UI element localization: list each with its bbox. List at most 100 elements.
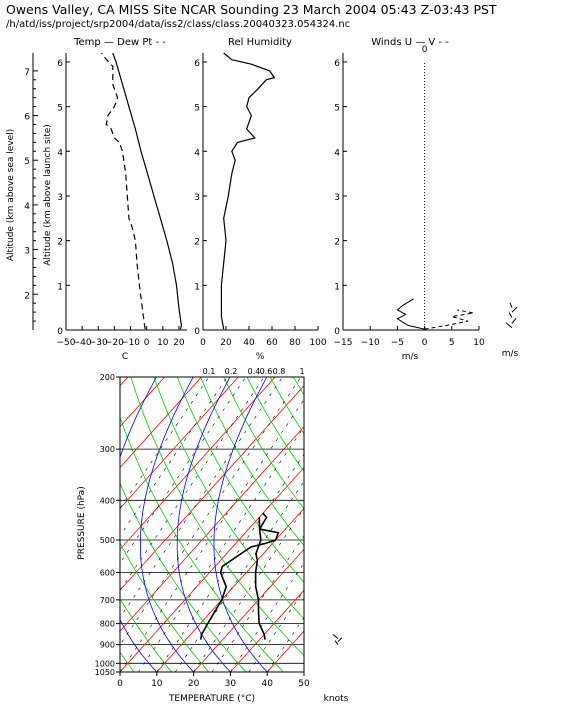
- temp-y-tick-label: 4: [57, 148, 63, 158]
- isotherm-line: [120, 466, 304, 672]
- dry-adiabat-line: [200, 377, 304, 547]
- wind-y-tick-label: 1: [334, 282, 340, 292]
- pressure-tick-label: 800: [100, 620, 115, 629]
- wind-x-tick-label: 5: [449, 338, 455, 348]
- wind-y-tick-label: 2: [334, 238, 340, 248]
- skewt-wind-barb: [334, 640, 339, 645]
- dry-adiabat-line: [130, 377, 304, 657]
- skewt-x-label: TEMPERATURE (°C): [168, 694, 255, 704]
- isotherm-line: [120, 426, 304, 632]
- wind-y-tick-label: 5: [334, 104, 340, 114]
- dry-adiabat-line: [120, 416, 284, 672]
- wind-x-tick-label: 0: [422, 338, 428, 348]
- rh-y-tick-label: 6: [194, 59, 200, 69]
- dry-adiabat-line: [120, 482, 247, 672]
- rh-x-tick-label: 0: [200, 338, 206, 348]
- rh-y-tick-label: 0: [194, 327, 200, 337]
- isotherm-line: [120, 377, 276, 550]
- pressure-tick-label: 600: [100, 568, 115, 577]
- skewt-y-label: PRESSURE (hPa): [77, 486, 87, 559]
- isotherm-line: [120, 385, 304, 591]
- rh-profile-line: [220, 52, 276, 330]
- skewt-wind-barb: [337, 637, 343, 642]
- mixing-ratio-line: [120, 377, 265, 591]
- dry-adiabat-line: [176, 377, 304, 583]
- asl-tick-label: 7: [24, 68, 30, 78]
- wind-x-label: m/s: [402, 352, 419, 362]
- pressure-tick-label: 300: [100, 445, 115, 454]
- mixing-ratio-label: 0.1: [203, 367, 216, 376]
- wind-y-tick-label: 6: [334, 59, 340, 69]
- dry-adiabat-line: [223, 377, 304, 510]
- pressure-tick-label: 1050: [95, 668, 115, 677]
- wind-barb: [511, 306, 518, 313]
- isotherm-line: [193, 548, 304, 672]
- wind-u-line: [396, 298, 425, 330]
- mixing-ratio-line: [193, 508, 304, 672]
- temp-x-tick-label: 20: [173, 338, 185, 348]
- asl-axis-label: Altitude (km above sea level): [6, 129, 16, 261]
- mixing-ratio-line: [266, 616, 304, 672]
- wind-x-tick-label: 10: [473, 338, 485, 348]
- rh-y-tick-label: 2: [194, 238, 200, 248]
- mixing-ratio-label: 0.6: [260, 367, 273, 376]
- temperature-profile-line: [112, 52, 183, 330]
- dewpoint-profile-line: [101, 52, 146, 330]
- mixing-ratio-line: [248, 589, 304, 672]
- skewt-temp-tick-label: 20: [188, 679, 200, 689]
- skewt-wind-barb: [332, 634, 339, 639]
- rh-x-tick-label: 20: [220, 338, 232, 348]
- isotherm-line: [303, 671, 304, 672]
- wind-v-line: [424, 309, 474, 330]
- pressure-tick-label: 700: [100, 596, 115, 605]
- isotherm-line: [120, 377, 202, 469]
- wind-barb: [508, 312, 513, 318]
- wind-x-tick-label: −5: [391, 338, 404, 348]
- pressure-tick-label: 1000: [95, 659, 115, 668]
- moist-adiabat-line: [30, 377, 83, 672]
- rh-y-tick-label: 5: [194, 104, 200, 114]
- skewt-temp-tick-label: 0: [117, 679, 123, 689]
- asl-tick-label: 5: [24, 157, 30, 167]
- skewt-temp-tick-label: 40: [261, 679, 273, 689]
- dry-adiabat-line: [269, 377, 304, 435]
- pressure-tick-label: 500: [100, 536, 115, 545]
- temp-y-tick-label: 3: [57, 193, 63, 203]
- wind-x-tick-label: −15: [334, 338, 353, 348]
- dry-adiabat-line: [120, 651, 135, 672]
- mixing-ratio-label: 1: [299, 367, 304, 376]
- moist-adiabat-line: [0, 377, 46, 672]
- rh-x-label: %: [256, 352, 265, 362]
- skewt-temp-tick-label: 50: [298, 679, 310, 689]
- wind-y-tick-label: 0: [334, 327, 340, 337]
- temp-x-tick-label: −20: [105, 338, 124, 348]
- moist-adiabat-line: [176, 377, 231, 672]
- agl-axis-label: Altitude (km above launch site): [43, 124, 53, 266]
- mixing-ratio-line: [211, 535, 304, 672]
- wind-barb: [509, 302, 513, 308]
- wind-y-tick-label: 4: [334, 148, 340, 158]
- mixing-ratio-label: 0.2: [225, 367, 238, 376]
- temp-x-tick-label: −40: [73, 338, 92, 348]
- skewt-frame: [119, 376, 305, 673]
- temp-x-tick-label: 10: [157, 338, 169, 348]
- asl-tick-label: 2: [24, 291, 30, 301]
- dry-adiabat-line: [0, 377, 60, 672]
- rh-y-tick-label: 4: [194, 148, 200, 158]
- pressure-tick-label: 400: [100, 496, 115, 505]
- skewt-temp-tick-label: 30: [225, 679, 237, 689]
- asl-tick-label: 6: [24, 113, 30, 123]
- wind-panel-title: Winds U — V - -: [371, 37, 449, 48]
- temp-y-tick-label: 1: [57, 282, 63, 292]
- dry-adiabat-line: [153, 377, 304, 620]
- asl-tick-label: 4: [24, 202, 30, 212]
- skewt-temperature-trace: [254, 517, 266, 640]
- mixing-ratio-line: [120, 377, 228, 537]
- wind-barb: [511, 317, 517, 324]
- rh-y-tick-label: 1: [194, 282, 200, 292]
- wind-zero-label: 0: [422, 45, 428, 55]
- wind-barb: [505, 322, 513, 329]
- mixing-ratio-line: [138, 426, 304, 672]
- isotherm-line: [230, 589, 304, 672]
